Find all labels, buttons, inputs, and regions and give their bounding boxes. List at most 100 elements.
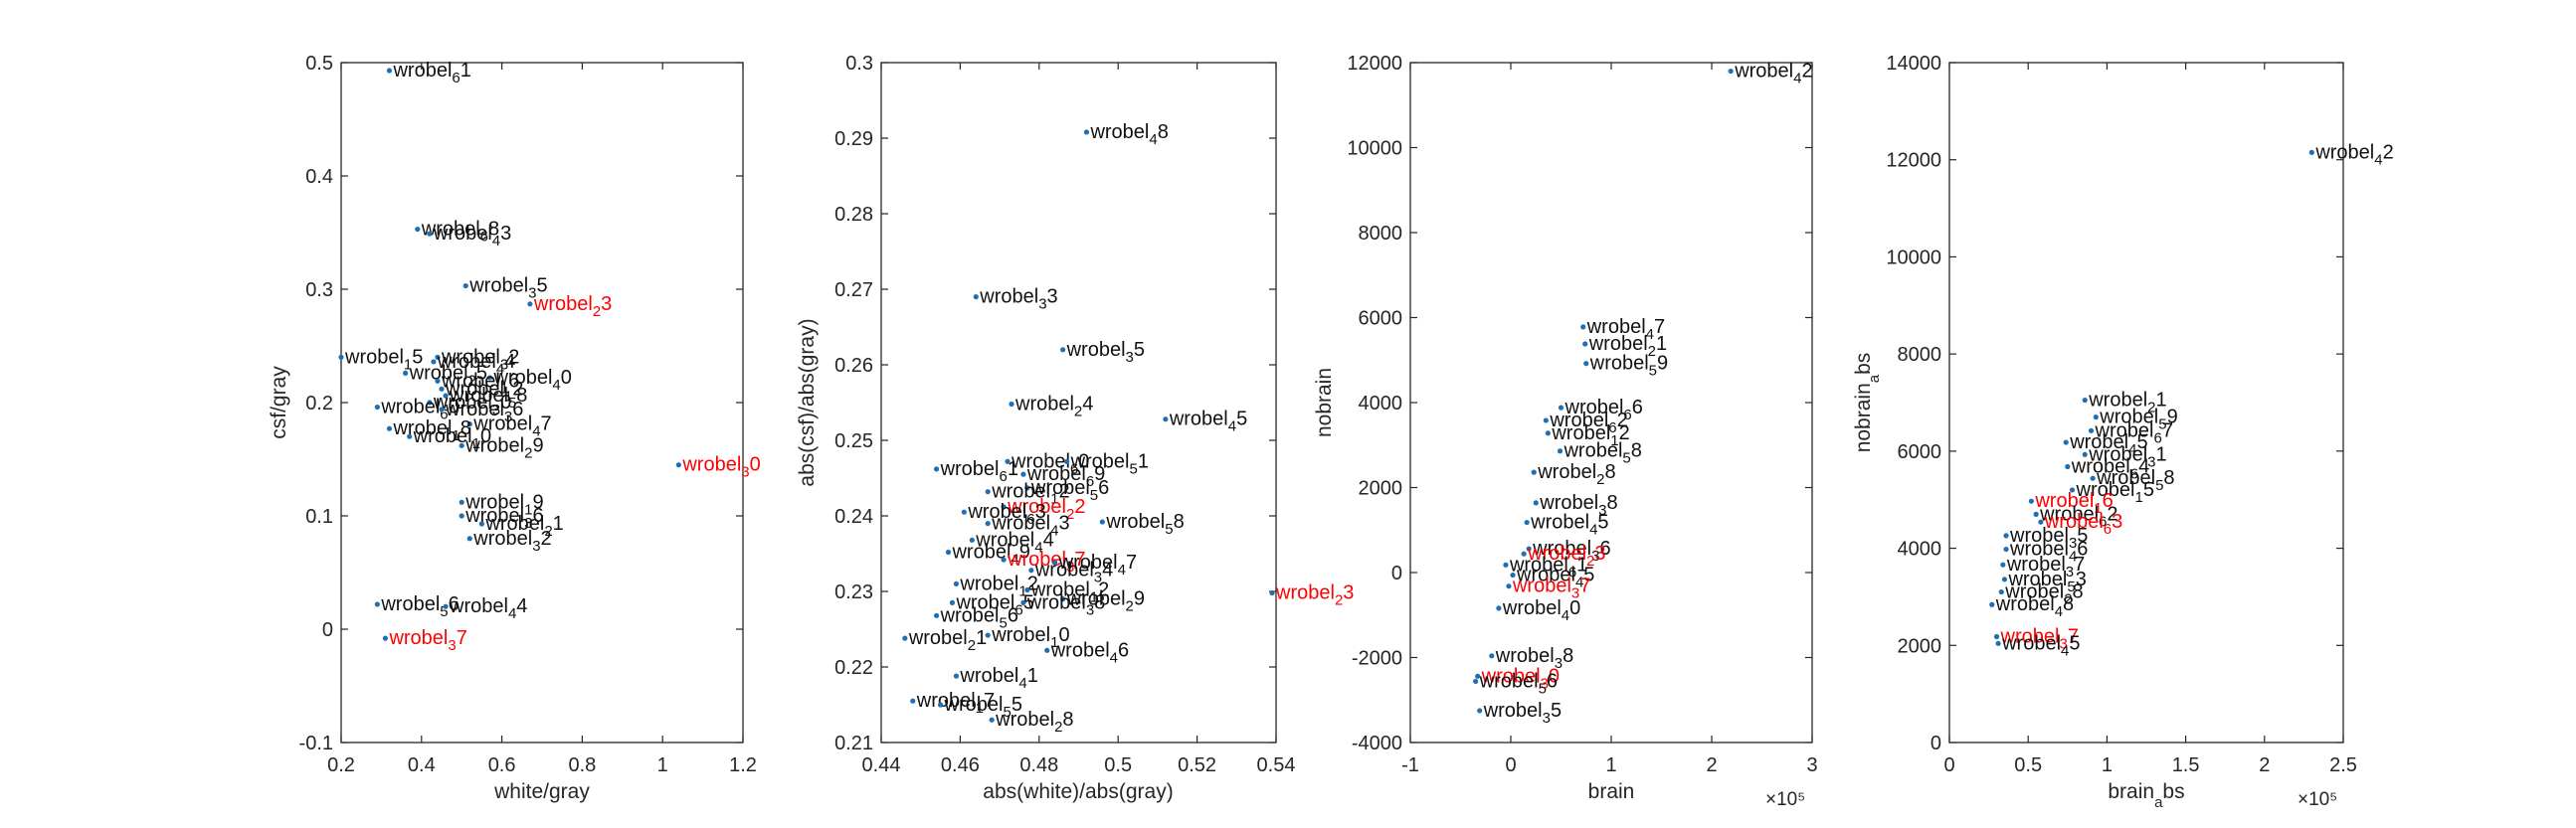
point-label: wrobel30 [433, 392, 511, 418]
point-label-subscript: 3 [1038, 296, 1046, 313]
y-tick-label: 0.23 [834, 581, 873, 603]
y-tick-label: 12000 [1886, 150, 1941, 172]
point-label-subscript: 2 [968, 637, 976, 654]
point-label: wrobel18 [392, 417, 470, 444]
data-point [403, 370, 409, 376]
point-label: wrobel35 [2009, 525, 2088, 552]
y-tick-label: 10000 [1886, 247, 1941, 268]
point-label-name: wrobel [472, 528, 532, 550]
point-label-suffix: 2 [1801, 61, 1812, 83]
point-label-suffix: 5 [476, 362, 487, 384]
point-label: wrobel37 [388, 627, 466, 654]
point-label-name: wrobel [1014, 394, 1074, 415]
x-tick-label: 0 [1505, 754, 1516, 776]
data-point [2001, 577, 2008, 582]
point-label-name: wrobel [1527, 543, 1586, 565]
point-label: wrobel15 [344, 346, 423, 373]
point-label-suffix: 3 [1035, 501, 1046, 523]
point-label-name: wrobel [344, 346, 404, 368]
point-label-name: wrobel [1105, 511, 1165, 533]
point-label-suffix: 5 [1236, 409, 1247, 430]
point-label: wrobel56 [380, 593, 459, 620]
point-label-name: wrobel [975, 529, 1034, 551]
y-tick-label: 0.28 [834, 204, 873, 226]
data-point [338, 354, 344, 360]
data-point [1083, 129, 1090, 135]
point-label-name: wrobel [1586, 316, 1646, 338]
data-point [466, 536, 472, 542]
data-point [933, 466, 940, 472]
point-label-subscript: 2 [468, 372, 476, 389]
y-tick-label: 6000 [1359, 308, 1403, 330]
data-point [2088, 427, 2095, 433]
point-label-name: wrobel [2000, 625, 2060, 647]
point-label-name: wrobel [437, 351, 496, 373]
point-label: wrobel69 [1026, 463, 1105, 490]
data-point [1477, 708, 1483, 714]
point-label-name: wrobel [441, 346, 500, 368]
point-label-suffix: 6 [2103, 490, 2114, 512]
point-label: wrobel37 [2000, 625, 2079, 652]
point-label-name: wrobel [441, 370, 500, 392]
data-point [961, 509, 967, 515]
point-label-subscript: 2 [1066, 506, 1074, 523]
point-label-subscript: 2 [1648, 343, 1656, 360]
point-label-subscript: 3 [1543, 710, 1551, 727]
point-label-subscript: 1 [524, 501, 532, 518]
point-label-subscript: 1 [1610, 432, 1618, 449]
point-label-subscript: 5 [2067, 579, 2075, 595]
point-label-suffix: 8 [1062, 709, 1073, 731]
point-label-suffix: 1 [553, 513, 564, 535]
point-label: wrobel51 [1070, 450, 1149, 477]
point-label: wrobel58 [1105, 511, 1184, 538]
data-point [443, 603, 449, 609]
point-label-subscript: 3 [1571, 585, 1579, 602]
data-point [1998, 588, 2004, 595]
point-label: wrobel34 [1034, 560, 1113, 586]
y-tick-label: 0.2 [305, 393, 333, 414]
point-label-name: wrobel [1066, 588, 1126, 610]
point-label-subscript: 1 [1018, 582, 1026, 599]
point-label-subscript: 5 [1539, 680, 1547, 697]
point-label-subscript: 6 [1026, 511, 1034, 528]
point-label: wrobel36 [1532, 538, 1610, 565]
data-point [1995, 640, 2001, 646]
x-axis-label-4: brainabs [2108, 780, 2184, 811]
data-point [382, 635, 389, 641]
data-point [1526, 546, 1532, 552]
point-label-suffix: 1 [2155, 443, 2166, 465]
point-label-subscript: 5 [2158, 416, 2166, 433]
point-label-name: wrobel [464, 491, 524, 513]
point-label-subscript: 4 [492, 233, 500, 249]
data-point [459, 442, 464, 448]
point-label-subscript: 3 [1541, 675, 1549, 692]
point-label: wrobel23 [1275, 582, 1354, 609]
x-tick-label: 0.54 [1257, 754, 1296, 776]
x-axis-label-2: abs(white)/abs(gray) [983, 780, 1173, 803]
data-point [462, 282, 468, 289]
point-label-subscript: 1 [504, 388, 512, 405]
point-label-suffix: 5 [2069, 632, 2080, 654]
point-label-subscript: 2 [2147, 400, 2155, 416]
point-label-subscript: 1 [404, 356, 412, 373]
point-label-subscript: 2 [1586, 553, 1594, 570]
point-label: wrobel60 [380, 397, 459, 423]
point-label-suffix: 7 [1654, 316, 1665, 338]
point-label: wrobel28 [995, 709, 1073, 736]
point-label-name: wrobel [1516, 565, 1575, 586]
axes-box-1 [340, 62, 744, 744]
point-label: wrobel66 [1564, 397, 1643, 423]
y-tick-label: 0.27 [834, 279, 873, 301]
point-label: wrobel58 [1563, 440, 1641, 467]
point-label: wrobel44 [975, 529, 1053, 556]
point-label-suffix: 5 [1583, 565, 1594, 586]
point-label-name: wrobel [2096, 467, 2155, 489]
point-label-suffix: 6 [1599, 538, 1610, 560]
point-label: wrobel35 [1483, 700, 1562, 727]
data-point [443, 393, 449, 399]
point-label-suffix: 4 [516, 595, 527, 617]
point-label-suffix: 0 [1569, 597, 1580, 619]
point-label-name: wrobel [445, 378, 504, 400]
points-2: wrobel48wrobel33wrobel35wrobel24wrobel45… [902, 121, 1354, 736]
point-label-name: wrobel [991, 513, 1050, 535]
